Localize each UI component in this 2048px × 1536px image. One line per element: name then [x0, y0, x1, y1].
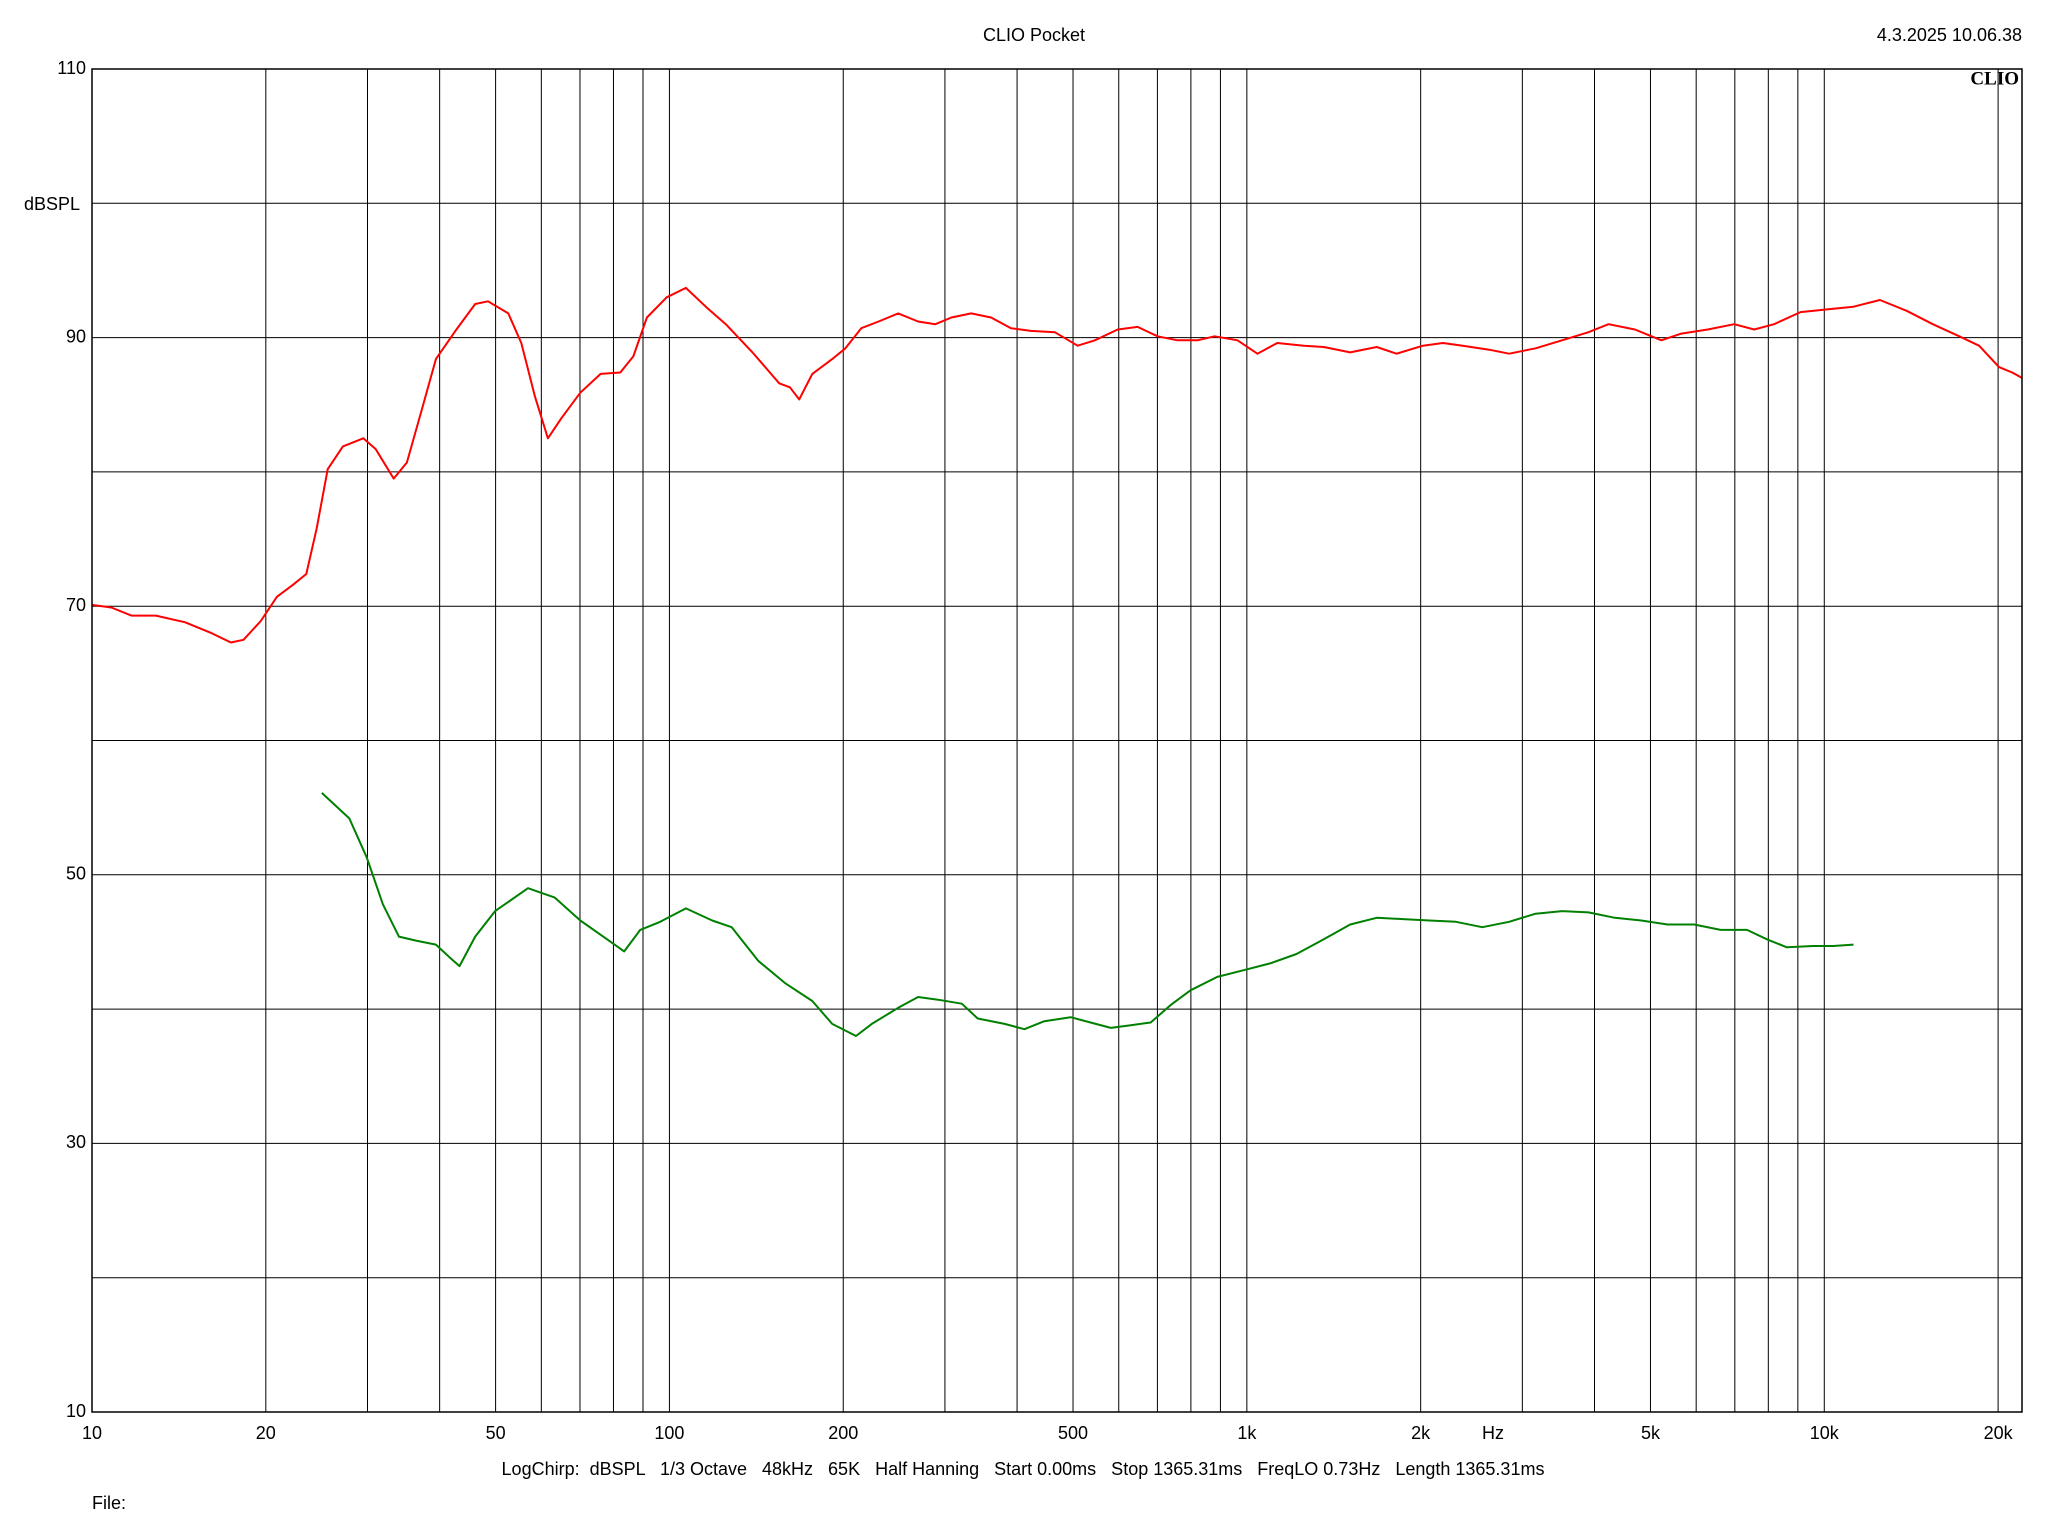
series-line: [321, 792, 1854, 1037]
x-tick-label: 20: [256, 1423, 276, 1443]
y-axis-label: dBSPL: [24, 194, 80, 214]
y-tick-label: 70: [66, 595, 86, 615]
chart-title: CLIO Pocket: [983, 25, 1085, 45]
x-tick-label: 2k: [1411, 1423, 1431, 1443]
x-tick-label: 1k: [1237, 1423, 1257, 1443]
y-tick-label: 50: [66, 864, 86, 884]
footer: LogChirp: dBSPL 1/3 Octave 48kHz 65K Hal…: [502, 1459, 1545, 1479]
y-tick-label: 30: [66, 1132, 86, 1152]
plot-frame: [91, 68, 2023, 1413]
series-line: [91, 286, 2023, 644]
x-tick-label: 5k: [1641, 1423, 1661, 1443]
x-tick-label: 20k: [1984, 1423, 2014, 1443]
y-tick-label: 10: [66, 1401, 86, 1421]
file-label: File:: [92, 1493, 126, 1513]
grid: [91, 68, 2022, 1413]
logo: CLIO: [1970, 68, 2019, 89]
x-tick-label: 100: [654, 1423, 684, 1443]
timestamp: 4.3.2025 10.06.38: [1877, 25, 2022, 45]
x-axis-label: Hz: [1482, 1423, 1504, 1443]
lines: [91, 286, 2023, 1037]
x-tick-label: 200: [828, 1423, 858, 1443]
x-tick-label: 10: [82, 1423, 102, 1443]
y-tick-label: 90: [66, 326, 86, 346]
y-tick-label: 110: [57, 58, 86, 78]
x-tick-label: 50: [486, 1423, 506, 1443]
x-tick-label: 500: [1058, 1423, 1088, 1443]
x-tick-label: 10k: [1810, 1423, 1840, 1443]
